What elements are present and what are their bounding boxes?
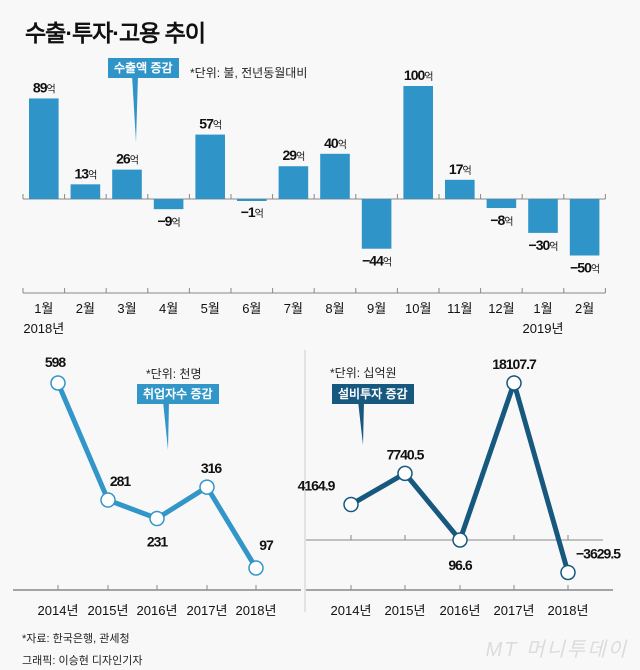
investment-data-label: 4164.9 bbox=[298, 478, 336, 494]
export-data-label: −30억 bbox=[529, 237, 558, 253]
export-bar bbox=[70, 184, 101, 199]
export-x-tick-label: 10월 bbox=[405, 301, 431, 316]
investment-x-tick-label: 2018년 bbox=[548, 603, 589, 618]
employment-x-tick-label: 2017년 bbox=[187, 603, 228, 618]
investment-data-point bbox=[560, 564, 576, 581]
export-data-label: 57억 bbox=[199, 116, 221, 132]
employment-data-label: 598 bbox=[45, 354, 67, 370]
investment-x-tick-label: 2015년 bbox=[385, 603, 426, 618]
export-bar bbox=[445, 179, 475, 199]
export-chart-title: 수출액 증감 bbox=[108, 58, 179, 78]
export-data-label: −8억 bbox=[490, 212, 512, 228]
employment-x-tick-label: 2018년 bbox=[236, 603, 277, 618]
export-bar bbox=[112, 169, 142, 199]
export-x-tick-label: 8월 bbox=[325, 301, 344, 316]
export-x-tick-label: 7월 bbox=[284, 301, 303, 316]
export-data-label: 100억 bbox=[404, 67, 433, 83]
export-unit-note: *단위: 불, 전년동월대비 bbox=[190, 66, 308, 80]
investment-data-label: 96.6 bbox=[448, 557, 472, 573]
export-x-tick-label: 2월 bbox=[76, 301, 95, 316]
export-data-label: 29억 bbox=[283, 147, 305, 163]
investment-data-point bbox=[343, 496, 359, 513]
investment-data-point bbox=[506, 375, 522, 391]
export-tag-pointer bbox=[132, 75, 138, 142]
export-data-label: 40억 bbox=[324, 135, 346, 151]
export-x-tick-label: 6월 bbox=[242, 301, 261, 316]
export-bar bbox=[569, 199, 600, 256]
employment-x-tick-label: 2015년 bbox=[88, 603, 129, 618]
export-data-label: −9억 bbox=[158, 213, 180, 229]
investment-x-tick-label: 2017년 bbox=[494, 603, 535, 618]
panel-divider bbox=[304, 350, 306, 612]
export-data-label: 17억 bbox=[449, 161, 471, 177]
export-bar bbox=[403, 86, 433, 199]
export-data-label: 13억 bbox=[75, 165, 97, 181]
export-data-label: 26억 bbox=[116, 151, 138, 167]
page-title: 수출·투자·고용 추이 bbox=[25, 20, 206, 46]
investment-tag-pointer bbox=[358, 401, 364, 445]
export-bar bbox=[320, 153, 350, 199]
export-x-tick-label: 3월 bbox=[117, 301, 136, 316]
export-bar bbox=[195, 134, 225, 199]
export-x-tick-label: 1월 bbox=[533, 301, 552, 316]
export-bar bbox=[486, 199, 517, 209]
investment-data-point bbox=[452, 532, 468, 548]
employment-data-label: 231 bbox=[147, 534, 169, 550]
export-bar bbox=[153, 199, 184, 210]
export-x-tick-label: 12월 bbox=[488, 301, 514, 316]
export-x-tick-label: 5월 bbox=[201, 301, 220, 316]
employment-data-point bbox=[100, 492, 116, 508]
employment-data-label: 97 bbox=[259, 537, 274, 553]
employment-x-tick-label: 2016년 bbox=[137, 603, 178, 618]
employment-tag-pointer bbox=[163, 401, 169, 450]
credit-note: 그래픽: 이승현 디자인기자 bbox=[22, 655, 143, 667]
employment-data-point bbox=[199, 479, 215, 495]
export-bar bbox=[29, 98, 59, 199]
investment-data-label: 7740.5 bbox=[387, 446, 425, 462]
export-x-tick-label: 4월 bbox=[159, 301, 178, 316]
export-x-tick-label: 2월 bbox=[575, 301, 594, 316]
export-year-label: 2019년 bbox=[523, 321, 564, 336]
employment-x-tick-label: 2014년 bbox=[38, 603, 79, 618]
export-bar bbox=[361, 199, 392, 249]
export-data-label: −44억 bbox=[362, 253, 391, 269]
employment-chart-title: 취업자수 증감 bbox=[137, 384, 219, 404]
investment-data-label: −3629.5 bbox=[576, 545, 621, 561]
investment-data-point bbox=[397, 465, 413, 482]
employment-data-point bbox=[248, 560, 264, 576]
export-year-label: 2018년 bbox=[23, 321, 64, 336]
employment-unit-note: *단위: 천명 bbox=[146, 367, 202, 381]
employment-data-label: 316 bbox=[201, 460, 223, 476]
export-data-label: 89억 bbox=[33, 79, 55, 95]
export-data-label: −50억 bbox=[570, 260, 599, 276]
export-x-tick-label: 11월 bbox=[447, 301, 472, 316]
export-x-tick-label: 9월 bbox=[367, 301, 386, 316]
export-bar bbox=[237, 199, 267, 201]
export-bar bbox=[278, 166, 309, 199]
employment-data-point bbox=[149, 510, 165, 527]
export-bar bbox=[528, 199, 558, 233]
investment-x-tick-label: 2014년 bbox=[331, 603, 372, 618]
investment-x-tick-label: 2016년 bbox=[440, 603, 481, 618]
investment-data-label: 18107.7 bbox=[492, 356, 537, 372]
employment-data-label: 281 bbox=[110, 473, 132, 489]
investment-unit-note: *단위: 십억원 bbox=[330, 366, 397, 380]
export-data-label: −1억 bbox=[241, 204, 263, 220]
publisher-logo: MT 머니투데이 bbox=[485, 639, 628, 661]
employment-data-point bbox=[50, 375, 66, 391]
investment-chart-title: 설비투자 증감 bbox=[332, 384, 414, 404]
source-note: *자료: 한국은행, 관세청 bbox=[22, 633, 130, 645]
export-x-tick-label: 1월 bbox=[34, 301, 53, 316]
